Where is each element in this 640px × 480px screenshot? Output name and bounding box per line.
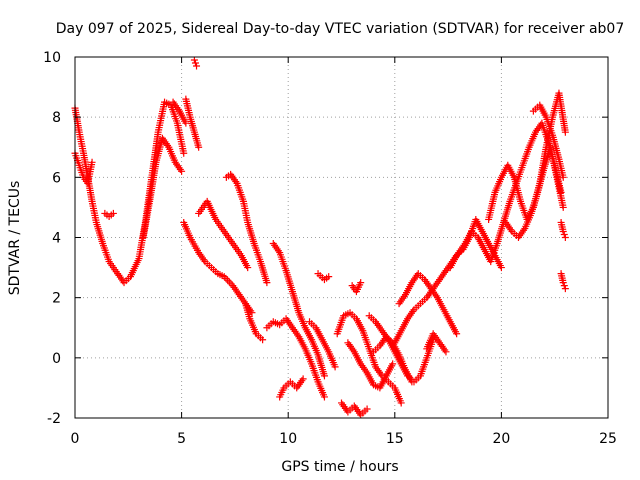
data-point xyxy=(320,372,328,380)
data-point xyxy=(263,279,271,287)
x-tick-label: 15 xyxy=(386,431,404,447)
data-point xyxy=(561,234,569,241)
data-point xyxy=(453,330,461,338)
series-track-14 xyxy=(276,375,307,401)
series-track-20 xyxy=(348,279,365,296)
y-tick-label: 6 xyxy=(52,170,61,186)
data-point xyxy=(88,158,96,166)
series-track-12 xyxy=(269,240,328,380)
series-track-24 xyxy=(395,270,461,338)
grid-lines xyxy=(75,57,608,418)
series-track-25 xyxy=(423,330,450,356)
data-point xyxy=(225,278,233,286)
series-track-28 xyxy=(502,143,567,241)
data-point xyxy=(224,276,232,284)
series-track-18 xyxy=(338,399,371,419)
x-tick-label: 5 xyxy=(177,431,186,447)
y-tick-label: 4 xyxy=(52,231,61,247)
y-tick-label: 8 xyxy=(52,110,61,126)
series-track-9 xyxy=(195,197,252,272)
series-track-22 xyxy=(369,333,416,386)
series-track-16 xyxy=(314,270,333,284)
series-track-7 xyxy=(190,56,201,70)
x-tick-label: 0 xyxy=(71,431,80,447)
plot-frame xyxy=(74,56,609,419)
axes: 0 5 10 15 20 25 -2 0 2 4 6 8 10 xyxy=(43,50,617,447)
series-track-11 xyxy=(242,300,267,344)
data-point xyxy=(559,173,567,181)
data-point xyxy=(331,363,339,371)
data-point xyxy=(408,378,416,386)
series-track-8 xyxy=(180,218,256,317)
series-track-29 xyxy=(529,101,567,181)
data-point xyxy=(182,119,190,127)
series-track-30 xyxy=(557,218,569,241)
data-point xyxy=(559,279,567,287)
data-point xyxy=(325,273,333,281)
data-point xyxy=(389,360,397,368)
x-tick-label: 10 xyxy=(279,431,297,447)
data-point xyxy=(442,348,450,356)
data-point xyxy=(559,203,567,211)
data-point xyxy=(559,227,567,235)
series-track-31 xyxy=(557,270,569,293)
series-track-4 xyxy=(139,134,186,241)
data-point xyxy=(363,405,371,413)
data-point xyxy=(320,393,328,401)
data-point xyxy=(299,375,307,383)
series-track-10 xyxy=(222,170,271,287)
data-point xyxy=(180,149,188,157)
data-point xyxy=(561,285,569,293)
y-axis-label: SDTVAR / TECUs xyxy=(7,181,23,296)
series-track-26 xyxy=(446,215,505,272)
data-point xyxy=(259,336,267,344)
data-point xyxy=(560,282,568,290)
data-point xyxy=(357,279,365,287)
series-track-13 xyxy=(263,315,328,401)
y-tick-label: -2 xyxy=(47,411,61,427)
series-track-23 xyxy=(391,119,565,347)
series-track-1 xyxy=(71,98,188,287)
series-track-19 xyxy=(344,339,397,392)
data-point xyxy=(178,167,186,175)
series-track-3 xyxy=(101,209,117,220)
data-point xyxy=(191,59,199,67)
chart-title: Day 097 of 2025, Sidereal Day-to-day VTE… xyxy=(56,21,625,37)
data-point xyxy=(560,230,568,238)
data-points xyxy=(71,56,569,419)
series-track-15 xyxy=(306,318,339,371)
data-point xyxy=(397,399,405,407)
x-tick-label: 25 xyxy=(599,431,617,447)
data-point xyxy=(109,209,117,217)
series-track-5 xyxy=(169,98,190,127)
data-point xyxy=(497,264,505,272)
data-point xyxy=(244,264,252,272)
data-point xyxy=(193,62,201,70)
x-tick-label: 20 xyxy=(492,431,510,447)
series-track-6 xyxy=(182,95,203,151)
y-tick-label: 0 xyxy=(52,351,61,367)
series-track-17 xyxy=(333,309,405,407)
series-track-2 xyxy=(71,149,96,187)
data-point xyxy=(195,143,203,151)
data-point xyxy=(561,128,569,136)
y-tick-label: 10 xyxy=(43,50,61,66)
x-axis-label: GPS time / hours xyxy=(281,459,398,475)
y-tick-label: 2 xyxy=(52,291,61,307)
data-point xyxy=(190,56,198,64)
